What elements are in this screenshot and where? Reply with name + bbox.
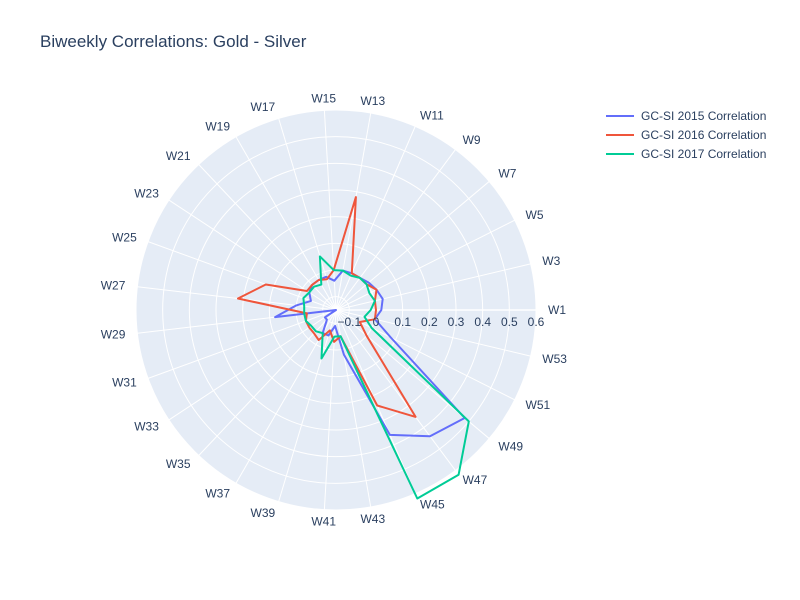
- angular-tick-label: W7: [498, 167, 516, 181]
- angular-grid-line: [323, 110, 337, 311]
- radial-tick-label: −0.1: [337, 315, 361, 329]
- radial-tick-label: 0.3: [448, 315, 465, 329]
- angular-tick-label: W47: [463, 473, 488, 487]
- angular-tick-label: W17: [251, 100, 276, 114]
- angular-grid-line: [168, 199, 337, 311]
- chart-title: Biweekly Correlations: Gold - Silver: [40, 32, 307, 51]
- angular-tick-label: W21: [166, 149, 191, 163]
- angular-tick-label: W27: [101, 278, 126, 292]
- angular-grid-line: [335, 126, 416, 311]
- angular-tick-label: W5: [526, 208, 544, 222]
- angular-grid-line: [235, 136, 337, 311]
- angular-tick-label: W43: [360, 512, 385, 526]
- legend-label: GC-SI 2015 Correlation: [641, 108, 767, 123]
- angular-tick-label: W45: [420, 498, 445, 512]
- angular-grid-line: [335, 309, 372, 508]
- legend-item-2017[interactable]: GC-SI 2017 Correlation: [606, 144, 766, 163]
- angular-grid-line: [335, 309, 456, 471]
- angular-tick-label: W11: [420, 108, 444, 122]
- angular-grid-line: [335, 263, 531, 311]
- angular-grid-line: [323, 309, 337, 510]
- angular-tick-label: W1: [548, 303, 566, 317]
- angular-tick-label: W39: [251, 506, 276, 520]
- radial-tick-label: 0.2: [421, 315, 438, 329]
- angular-tick-label: W13: [360, 94, 385, 108]
- angular-tick-label: W25: [112, 231, 137, 245]
- axis-labels: −0.1 0 0.1 0.2 0.3 0.4 0.5 0.6W1 W3 W5 W7 W9 W11 W13 W…: [101, 91, 568, 528]
- angular-tick-label: W37: [205, 487, 230, 501]
- series-line-2: [302, 255, 470, 500]
- angular-grid-line: [335, 149, 456, 311]
- angular-tick-label: W53: [542, 352, 567, 366]
- angular-grid-line: [335, 181, 490, 311]
- radial-tick-label: 0.6: [528, 315, 545, 329]
- angular-grid-line: [147, 241, 337, 311]
- angular-grid-line: [137, 286, 337, 311]
- angular-tick-label: W9: [463, 133, 481, 147]
- radial-tick-label: 0.5: [501, 315, 518, 329]
- angular-tick-label: W35: [166, 457, 191, 471]
- angular-tick-label: W49: [498, 439, 523, 453]
- angular-tick-label: W15: [311, 91, 336, 105]
- radial-tick-label: 0.1: [394, 315, 411, 329]
- angular-grid-line: [198, 309, 337, 456]
- legend-item-2015[interactable]: GC-SI 2015 Correlation: [606, 106, 766, 125]
- legend-label: GC-SI 2016 Correlation: [641, 127, 767, 142]
- radial-tick-label: 0: [373, 315, 380, 329]
- angular-grid-line: [147, 309, 337, 379]
- legend-label: GC-SI 2017 Correlation: [641, 146, 767, 161]
- legend-swatch-2017: [606, 152, 634, 155]
- angular-tick-label: W33: [134, 420, 159, 434]
- angular-grid-line: [278, 309, 337, 502]
- angular-grid-line: [335, 309, 531, 357]
- angular-tick-label: W41: [311, 515, 336, 529]
- angular-tick-label: W31: [112, 376, 137, 390]
- series-lines: [237, 196, 470, 500]
- legend-item-2016[interactable]: GC-SI 2016 Correlation: [606, 125, 766, 144]
- radial-tick-label: 0.4: [474, 315, 491, 329]
- series-line-1: [237, 196, 417, 418]
- angular-tick-label: W3: [542, 254, 560, 268]
- legend-swatch-2016: [606, 133, 634, 136]
- angular-tick-label: W29: [101, 328, 126, 342]
- angular-tick-label: W23: [134, 187, 159, 201]
- angular-tick-label: W51: [526, 398, 551, 412]
- angular-grid-line: [335, 309, 515, 401]
- legend: GC-SI 2015 Correlation GC-SI 2016 Correl…: [606, 106, 766, 163]
- legend-swatch-2015: [606, 114, 634, 117]
- angular-grid-line: [198, 164, 337, 311]
- angular-grid-line: [168, 309, 337, 421]
- angular-tick-label: W19: [205, 119, 230, 133]
- angular-grid-line: [335, 219, 515, 311]
- angular-grid-line: [335, 112, 372, 311]
